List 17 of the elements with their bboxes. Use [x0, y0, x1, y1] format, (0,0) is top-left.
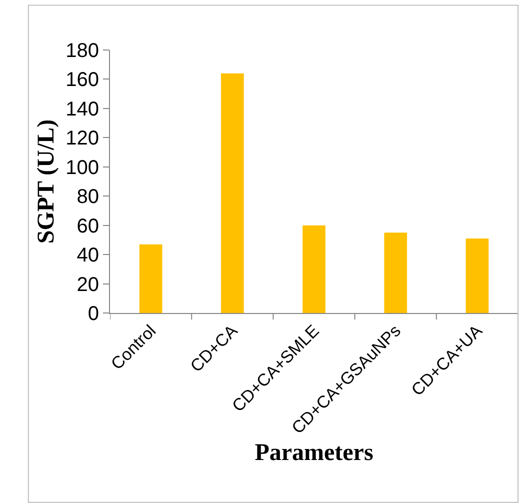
y-tick-label: 120: [66, 128, 99, 150]
y-tick-label: 140: [66, 98, 99, 120]
y-tick-label: 100: [66, 156, 99, 179]
bar: [384, 232, 408, 313]
y-axis-title: SGPT (U/L): [34, 119, 60, 244]
y-tick-label: 160: [66, 69, 99, 92]
x-axis-title: Parameters: [254, 440, 374, 466]
bar: [220, 73, 244, 313]
y-tick-label: 180: [66, 40, 99, 62]
y-tick-label: 80: [76, 186, 99, 208]
y-tick-label: 40: [76, 244, 99, 267]
y-tick-label: 60: [76, 215, 99, 238]
bar: [466, 238, 489, 313]
bar: [302, 225, 326, 313]
y-tick-label: 20: [76, 274, 99, 296]
bar: [139, 244, 162, 313]
y-tick-label: 0: [88, 303, 99, 325]
